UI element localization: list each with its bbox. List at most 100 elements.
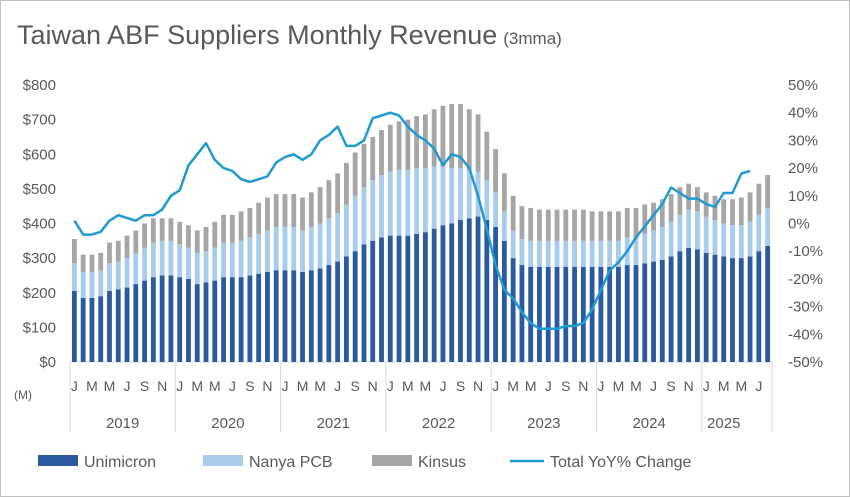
bar-unimicron: [756, 251, 762, 362]
bar-unimicron: [765, 246, 771, 362]
bar-unimicron: [308, 270, 314, 362]
bar-unimicron: [159, 275, 165, 362]
bar-kinsus: [115, 240, 121, 262]
bar-nanya: [607, 240, 613, 267]
y-left-tick-label: $600: [23, 146, 56, 163]
x-month-label: N: [578, 378, 588, 394]
bar-unimicron: [703, 252, 709, 362]
bar-kinsus: [150, 218, 156, 243]
bar-unimicron: [624, 265, 630, 362]
bar-kinsus: [440, 105, 446, 167]
bar-kinsus: [300, 197, 305, 231]
bar-kinsus: [361, 143, 367, 188]
bar-nanya: [352, 195, 358, 252]
x-year-label: 2022: [422, 415, 455, 432]
bar-unimicron: [238, 277, 244, 362]
bar-unimicron: [150, 277, 156, 362]
bar-nanya: [212, 247, 218, 281]
x-month-label: S: [351, 378, 360, 394]
bar-nanya: [194, 252, 200, 285]
x-month-label: M: [507, 378, 519, 394]
y-right-tick-label: 30%: [788, 132, 818, 149]
bar-kinsus: [133, 230, 139, 253]
bar-unimicron: [80, 297, 86, 362]
bar-nanya: [115, 261, 121, 290]
x-month-label: J: [439, 378, 446, 394]
bar-unimicron: [580, 266, 586, 362]
bar-nanya: [256, 233, 262, 274]
bar-unimicron: [229, 277, 235, 362]
bar-kinsus: [677, 187, 683, 215]
bar-kinsus: [343, 162, 349, 205]
x-month-label: M: [86, 378, 98, 394]
x-year-label: 2020: [211, 415, 244, 432]
bar-kinsus: [580, 209, 586, 241]
x-month-label: N: [262, 378, 272, 394]
bar-unimicron: [379, 237, 384, 362]
y-left-tick-label: $100: [23, 319, 56, 336]
bar-unimicron: [458, 220, 463, 362]
y-right-tick-label: -20%: [788, 271, 823, 288]
bar-nanya: [335, 213, 341, 262]
bar-nanya: [440, 166, 446, 226]
bar-unimicron: [282, 270, 288, 362]
bar-nanya: [361, 187, 367, 245]
x-month-label: J: [281, 378, 288, 394]
bar-unimicron: [493, 226, 499, 362]
bar-kinsus: [186, 225, 191, 248]
y-right-tick-label: 0%: [788, 216, 810, 233]
bar-unimicron: [265, 271, 270, 362]
bar-kinsus: [256, 202, 262, 234]
bar-kinsus: [616, 211, 621, 241]
bar-nanya: [493, 192, 499, 227]
legend-swatch: [372, 455, 412, 466]
bar-nanya: [633, 237, 639, 266]
bar-kinsus: [71, 239, 77, 264]
bar-kinsus: [405, 119, 411, 170]
bar-nanya: [177, 244, 183, 278]
bar-nanya: [449, 168, 455, 224]
bar-kinsus: [642, 204, 648, 234]
x-month-label: M: [209, 378, 221, 394]
bar-nanya: [651, 230, 656, 262]
x-year-label: 2023: [527, 415, 560, 432]
x-month-label: M: [735, 378, 747, 394]
bar-nanya: [98, 270, 104, 297]
y-left-tick-label: $400: [23, 216, 56, 233]
bar-nanya: [703, 216, 709, 253]
bar-unimicron: [361, 244, 367, 362]
bar-nanya: [168, 240, 174, 276]
y-right-tick-label: 20%: [788, 160, 818, 177]
bar-kinsus: [379, 130, 384, 176]
bar-unimicron: [730, 258, 735, 362]
x-month-label: J: [387, 378, 394, 394]
bar-unimicron: [633, 265, 639, 362]
y-left-tick-label: $300: [23, 250, 56, 267]
bar-kinsus: [730, 199, 735, 226]
x-month-label: M: [613, 378, 625, 394]
bar-unimicron: [194, 284, 200, 362]
bar-nanya: [659, 226, 665, 260]
bar-unimicron: [422, 232, 428, 362]
bar-unimicron: [405, 235, 411, 362]
bar-kinsus: [589, 211, 595, 241]
bar-nanya: [422, 168, 428, 233]
legend-swatch: [38, 455, 78, 466]
bar-kinsus: [273, 194, 279, 227]
bar-unimicron: [98, 296, 104, 362]
bar-unimicron: [256, 273, 262, 362]
bar-unimicron: [186, 278, 191, 362]
bar-kinsus: [89, 254, 95, 272]
bar-unimicron: [115, 289, 121, 362]
bar-unimicron: [440, 225, 446, 362]
bar-unimicron: [247, 275, 253, 362]
x-month-label: S: [666, 378, 675, 394]
bar-nanya: [642, 233, 648, 264]
bar-unimicron: [642, 263, 648, 362]
bar-nanya: [186, 247, 191, 279]
bar-nanya: [265, 230, 270, 272]
bar-kinsus: [607, 211, 613, 241]
bar-nanya: [247, 237, 253, 276]
bar-nanya: [282, 226, 288, 271]
x-year-label: 2025: [707, 415, 740, 432]
